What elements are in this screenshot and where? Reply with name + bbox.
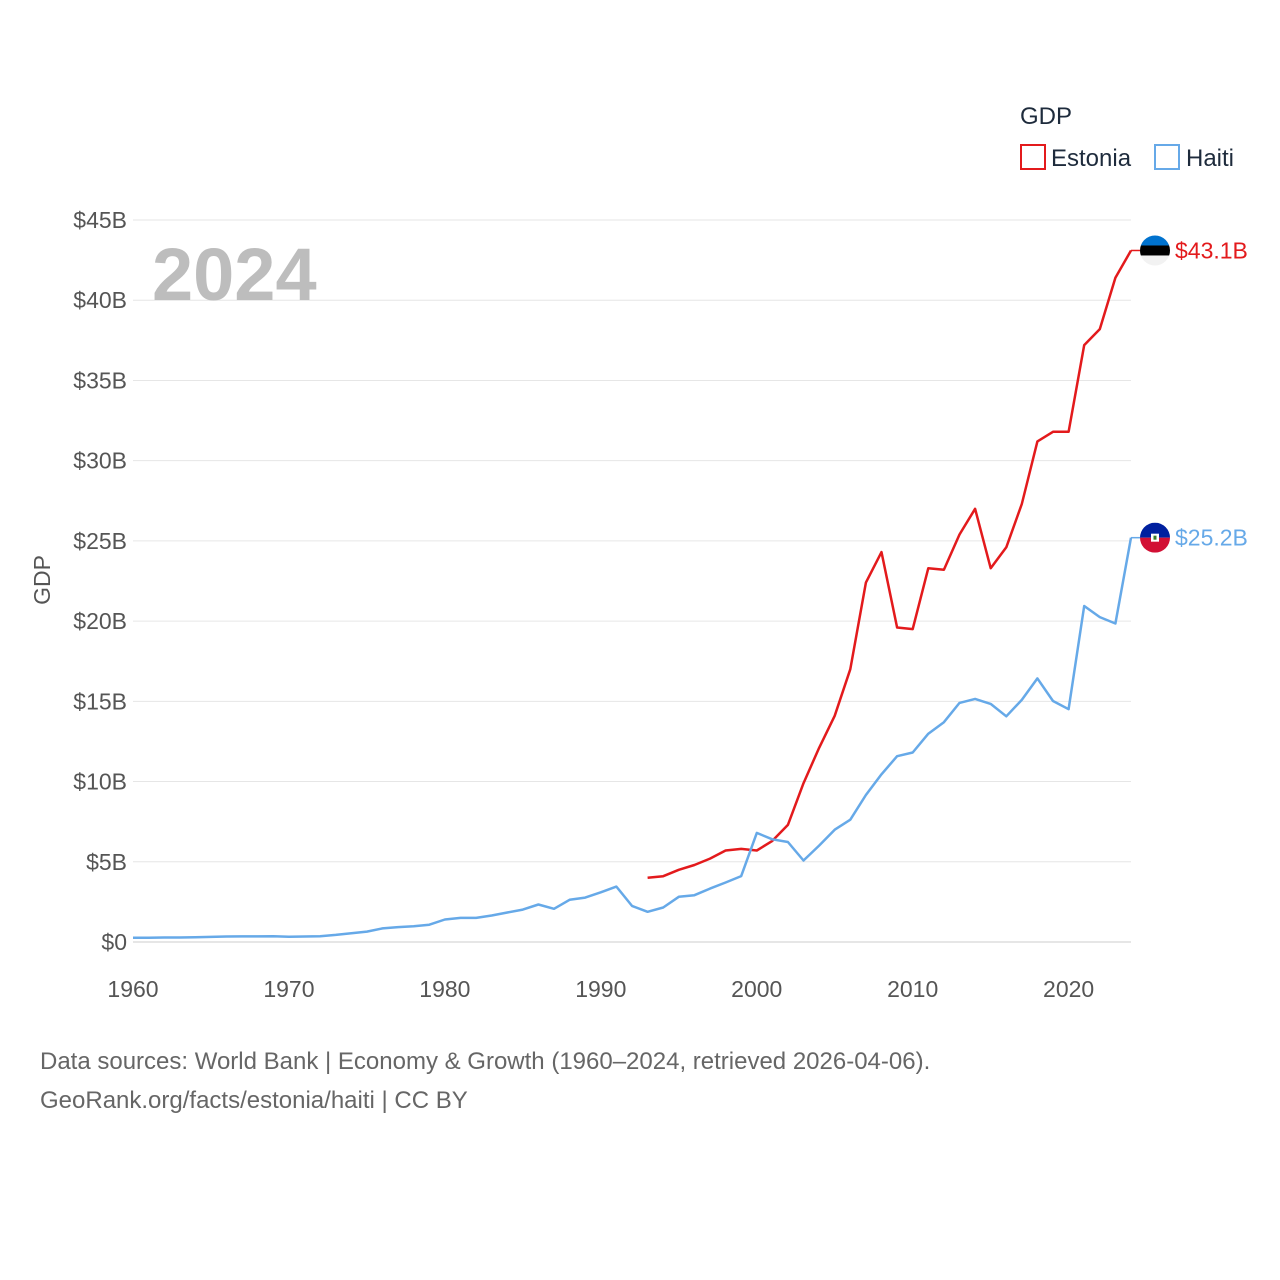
footer-credit: GeoRank.org/facts/estonia/haiti | CC BY	[40, 1087, 468, 1114]
legend-label-estonia: Estonia	[1051, 145, 1132, 172]
legend-label-haiti: Haiti	[1186, 145, 1234, 172]
year-label: 2024	[152, 233, 317, 316]
y-tick-label: $15B	[73, 688, 127, 714]
x-tick-label: 1970	[263, 976, 314, 1002]
legend-swatch-haiti	[1154, 144, 1180, 170]
end-value-label-estonia: $43.1B	[1175, 237, 1248, 263]
x-tick-label: 1980	[419, 976, 470, 1002]
x-tick-label: 1960	[107, 976, 158, 1002]
estonia-flag-icon	[1140, 235, 1170, 266]
haiti-flag-icon	[1140, 522, 1170, 553]
y-axis-title: GDP	[29, 555, 55, 605]
y-tick-label: $35B	[73, 367, 127, 393]
legend: GDP Estonia Haiti	[1020, 103, 1234, 172]
series-line-haiti	[133, 537, 1133, 939]
footer-sources: Data sources: World Bank | Economy & Gro…	[40, 1048, 931, 1075]
y-tick-label: $10B	[73, 769, 127, 795]
x-tick-label: 1990	[575, 976, 626, 1002]
x-tick-label: 2000	[731, 976, 782, 1002]
y-tick-label: $30B	[73, 448, 127, 474]
y-tick-label: $5B	[86, 849, 127, 875]
y-tick-label: $0	[101, 929, 127, 955]
x-axis-ticks: 1960 1970 1980 1990 2000 2010 2020	[107, 976, 1094, 1002]
y-tick-label: $25B	[73, 528, 127, 554]
legend-title: GDP	[1020, 103, 1072, 130]
end-value-label-haiti: $25.2B	[1175, 525, 1248, 551]
y-tick-label: $40B	[73, 287, 127, 313]
grid-lines	[133, 219, 1131, 943]
y-axis-ticks: $0 $5B $10B $15B $20B $25B $30B $35B $40B $45B	[73, 207, 127, 955]
series-lines	[133, 249, 1133, 939]
y-tick-label: $45B	[73, 207, 127, 233]
footer: Data sources: World Bank | Economy & Gro…	[40, 1042, 930, 1120]
gdp-line-chart: $0 $5B $10B $15B $20B $25B $30B $35B $40B $45B 19…	[29, 103, 1248, 1002]
legend-swatch-estonia	[1020, 144, 1046, 170]
x-tick-label: 2020	[1043, 976, 1094, 1002]
end-markers: $43.1B $25.2B	[1131, 235, 1248, 553]
y-tick-label: $20B	[73, 608, 127, 634]
x-tick-label: 2010	[887, 976, 938, 1002]
series-line-estonia	[647, 249, 1133, 880]
